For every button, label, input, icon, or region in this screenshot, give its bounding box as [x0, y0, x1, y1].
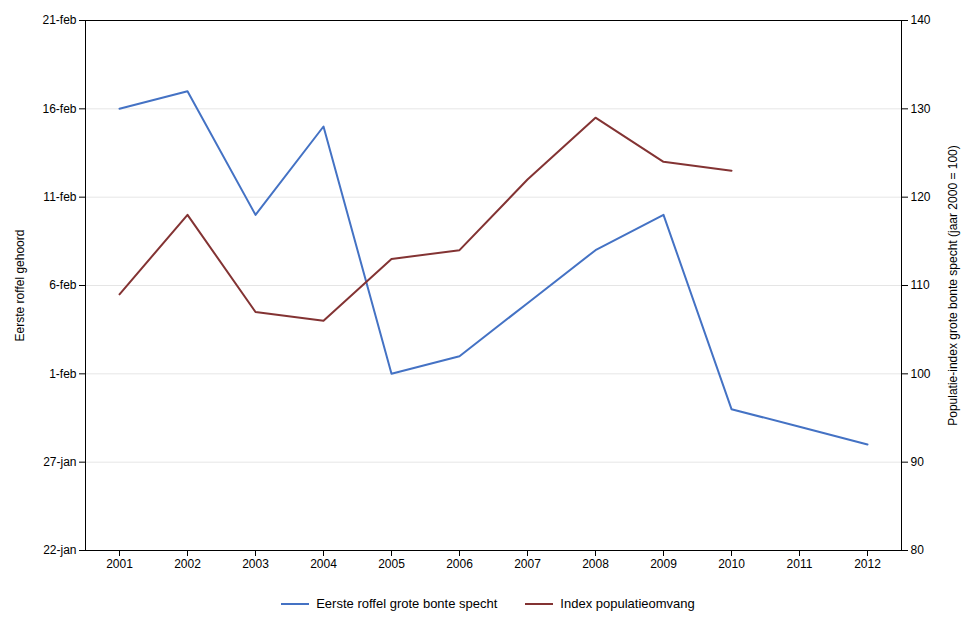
svg-text:Eerste roffel gehoord: Eerste roffel gehoord	[13, 230, 27, 342]
svg-text:2004: 2004	[310, 557, 337, 571]
svg-text:11-feb: 11-feb	[43, 190, 76, 204]
svg-text:1-feb: 1-feb	[49, 367, 77, 381]
svg-text:2010: 2010	[718, 557, 745, 571]
svg-text:140: 140	[911, 13, 931, 27]
svg-text:2008: 2008	[582, 557, 609, 571]
svg-text:2011: 2011	[787, 557, 813, 571]
svg-text:2002: 2002	[174, 557, 201, 571]
svg-text:2003: 2003	[242, 557, 269, 571]
svg-text:21-feb: 21-feb	[42, 13, 76, 27]
svg-text:100: 100	[911, 367, 931, 381]
svg-text:2009: 2009	[650, 557, 677, 571]
svg-text:6-feb: 6-feb	[49, 278, 77, 292]
svg-text:2012: 2012	[854, 557, 881, 571]
svg-text:22-jan: 22-jan	[43, 543, 76, 557]
svg-text:2006: 2006	[446, 557, 473, 571]
svg-text:16-feb: 16-feb	[42, 102, 76, 116]
svg-text:110: 110	[911, 278, 930, 292]
html-text:Index populatieomvang: Index populatieomvang	[560, 596, 695, 611]
svg-text:2001: 2001	[106, 557, 133, 571]
svg-text:27-jan: 27-jan	[43, 455, 76, 469]
svg-text:80: 80	[911, 543, 925, 557]
svg-text:2007: 2007	[514, 557, 541, 571]
html-text:Eerste roffel grote bonte spec: Eerste roffel grote bonte specht	[316, 596, 498, 611]
svg-text:130: 130	[911, 102, 931, 116]
svg-text:2005: 2005	[378, 557, 405, 571]
svg-text:Populatie-index grote bonte sp: Populatie-index grote bonte specht (jaar…	[946, 145, 960, 426]
svg-text:90: 90	[911, 455, 925, 469]
svg-text:120: 120	[911, 190, 931, 204]
